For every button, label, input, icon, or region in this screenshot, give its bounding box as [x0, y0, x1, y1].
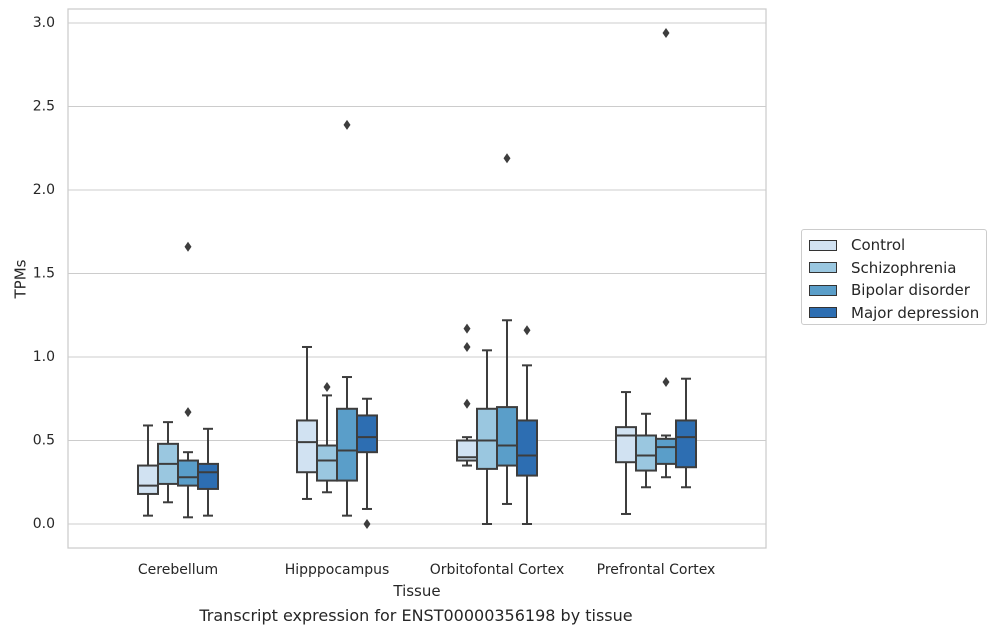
box-iqr: [336, 407, 358, 482]
legend-swatch: [809, 239, 837, 251]
legend-label: Bipolar disorder: [851, 281, 970, 299]
boxes-layer: [137, 28, 697, 529]
box-iqr: [356, 414, 378, 454]
box-0-3: [615, 391, 637, 515]
y-tick-label: 1.0: [33, 349, 55, 365]
outlier-point: [662, 28, 670, 39]
box-iqr: [177, 459, 199, 487]
x-tick-label: Hipppocampus: [285, 562, 390, 578]
box-3-3: [675, 377, 697, 489]
y-tick-label: 2.5: [33, 99, 55, 115]
x-axis-label: Tissue: [392, 582, 440, 600]
legend-swatch: [809, 284, 837, 296]
chart-caption: Transcript expression for ENST0000035619…: [199, 606, 633, 625]
y-axis-label: TPMs: [12, 259, 30, 299]
box-3-2: [516, 325, 538, 525]
legend-label: Control: [851, 236, 906, 254]
box-0-0: [137, 424, 159, 517]
plot-frame: [67, 8, 767, 549]
legend-item: Schizophrenia: [809, 258, 956, 278]
outlier-point: [662, 377, 670, 388]
box-iqr: [137, 464, 159, 495]
y-tick-label: 1.5: [33, 266, 55, 282]
legend-swatch: [809, 307, 837, 318]
legend-item: Major depression: [809, 303, 979, 323]
box-2-2: [496, 153, 518, 505]
x-tick-labels: Cerebellum Hipppocampus Orbitofontal Corte…: [138, 562, 715, 578]
legend-label: Schizophrenia: [851, 258, 957, 277]
outlier-point: [323, 382, 331, 393]
outlier-point: [184, 241, 192, 252]
box-1-2: [476, 349, 498, 525]
box-2-3: [655, 28, 677, 479]
box-3-1: [356, 397, 378, 529]
gridlines: [68, 22, 766, 525]
outlier-point: [523, 325, 531, 336]
legend-swatch: [809, 262, 837, 273]
box-iqr: [197, 462, 219, 490]
outlier-point: [463, 341, 471, 352]
y-tick-label: 2.0: [33, 182, 55, 198]
legend-item: Bipolar disorder: [809, 280, 970, 300]
y-tick-label: 3.0: [33, 15, 55, 31]
legend-item: Control: [809, 235, 905, 255]
box-1-3: [635, 412, 657, 489]
outlier-point: [184, 407, 192, 418]
x-tick-label: Cerebellum: [138, 562, 218, 578]
outlier-point: [463, 398, 471, 409]
y-tick-label: 0.5: [33, 433, 55, 449]
y-tick-label: 0.0: [33, 516, 55, 532]
box-0-2: [456, 323, 478, 467]
box-1-0: [157, 421, 179, 504]
outlier-point: [343, 119, 351, 130]
x-tick-label: Orbitofontal Cortex: [430, 562, 565, 578]
box-2-0: [177, 241, 199, 519]
box-iqr: [635, 434, 657, 472]
legend-label: Major depression: [851, 303, 980, 322]
box-iqr: [316, 444, 338, 482]
box-3-0: [197, 427, 219, 517]
x-tick-label: Prefrontal Cortex: [597, 562, 716, 578]
box-iqr: [516, 419, 538, 477]
box-iqr: [655, 437, 677, 465]
box-iqr: [476, 407, 498, 470]
outlier-point: [503, 153, 511, 164]
box-iqr: [296, 419, 318, 474]
outlier-point: [463, 323, 471, 334]
box-iqr: [615, 426, 637, 464]
outlier-point: [363, 519, 371, 529]
y-tick-labels: 0.0 0.5 1.0 1.5 2.0 2.5 3.0: [33, 15, 55, 532]
box-iqr: [675, 419, 697, 469]
box-iqr: [496, 406, 518, 467]
legend: Control Schizophrenia Bipolar disorder Majo…: [801, 229, 987, 325]
